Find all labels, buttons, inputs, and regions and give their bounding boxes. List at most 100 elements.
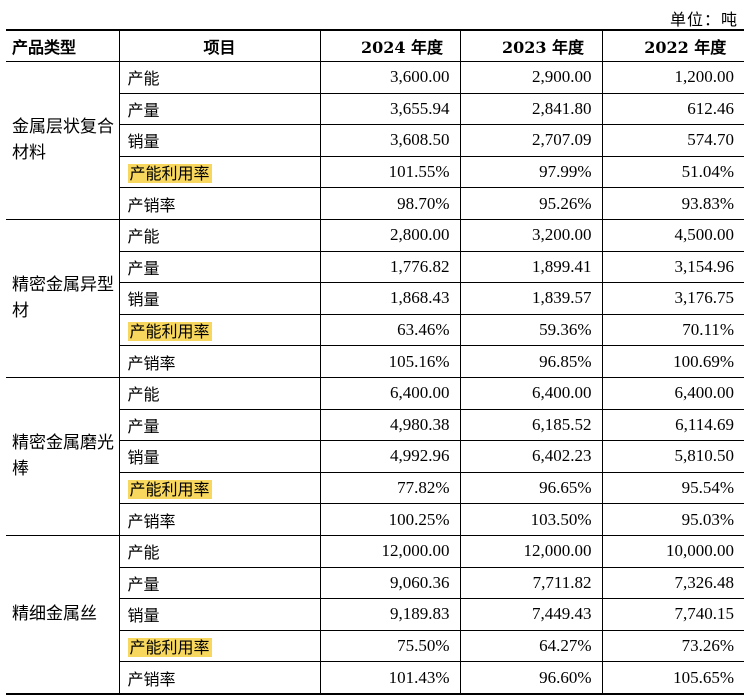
value-cell: 1,200.00: [602, 61, 744, 94]
value-cell: 96.65%: [460, 472, 603, 505]
highlighted-item-label: 产能利用率: [127, 480, 212, 500]
value-cell: 6,114.69: [602, 409, 744, 442]
value-cell: 5,810.50: [602, 440, 744, 473]
value-cell: 101.55%: [320, 156, 461, 189]
table-row: 金属层状复合材料 产能 3,600.00 2,900.00 1,200.00: [6, 61, 744, 220]
item-label: 产销率: [127, 353, 176, 373]
value-cell: 7,326.48: [602, 567, 744, 600]
value-cell: 6,185.52: [460, 409, 603, 442]
value-cell: 6,402.23: [460, 440, 603, 473]
header-year-2024: 2024 年度: [320, 29, 461, 62]
item-cell: 产量: [119, 93, 321, 126]
value-cell: 574.70: [602, 124, 744, 157]
value-cell: 7,711.82: [460, 567, 603, 600]
item-label: 销量: [127, 606, 160, 626]
value-cell: 1,899.41: [460, 251, 603, 284]
value-cell: 3,600.00: [320, 61, 461, 94]
header-product-type: 产品类型: [6, 29, 120, 62]
header-row: 产品类型 项目 2024 年度 2023 年度 2022 年度: [6, 29, 744, 62]
item-label: 产能: [127, 227, 160, 247]
value-cell: 2,707.09: [460, 124, 603, 157]
value-cell: 7,740.15: [602, 598, 744, 631]
value-cell: 4,992.96: [320, 440, 461, 473]
table-row: 产能利用率 75.50% 64.27% 73.26%: [6, 630, 744, 663]
value-cell: 105.16%: [320, 345, 461, 378]
item-cell: 产销率: [119, 187, 321, 220]
item-cell: 销量: [119, 440, 321, 473]
value-cell: 96.85%: [460, 345, 603, 378]
item-label: 产能: [127, 385, 160, 405]
item-cell: 产能利用率: [119, 630, 321, 663]
item-cell: 产销率: [119, 345, 321, 378]
item-label: 产量: [127, 100, 160, 120]
value-cell: 93.83%: [602, 187, 744, 220]
value-cell: 105.65%: [602, 661, 744, 695]
unit-label: 单位：吨: [669, 10, 738, 29]
value-cell: 51.04%: [602, 156, 744, 189]
table-row: 产能利用率 77.82% 96.65% 95.54%: [6, 472, 744, 505]
value-cell: 7,449.43: [460, 598, 603, 631]
item-cell: 产能: [119, 535, 321, 568]
value-cell: 95.03%: [602, 503, 744, 536]
value-cell: 63.46%: [320, 314, 461, 347]
item-cell: 销量: [119, 282, 321, 315]
header-year-2023: 2023 年度: [460, 29, 603, 62]
table-row: 产销率 105.16% 96.85% 100.69%: [6, 345, 744, 378]
item-cell: 产量: [119, 409, 321, 442]
table-row: 产量 4,980.38 6,185.52 6,114.69: [6, 409, 744, 442]
product-group: 精细金属丝 产能 12,000.00 12,000.00 10,000.00 产量 9,06…: [6, 535, 744, 695]
value-cell: 75.50%: [320, 630, 461, 663]
table-row: 产能利用率 63.46% 59.36% 70.11%: [6, 314, 744, 347]
product-group: 精密金属磨光棒 产能 6,400.00 6,400.00 6,400.00 产量 4,980…: [6, 377, 744, 536]
value-cell: 1,776.82: [320, 251, 461, 284]
product-type-cell: 精密金属磨光棒: [6, 377, 120, 536]
highlighted-item-label: 产能利用率: [127, 164, 212, 184]
value-cell: 6,400.00: [602, 377, 744, 410]
value-cell: 100.69%: [602, 345, 744, 378]
table-row: 销量 9,189.83 7,449.43 7,740.15: [6, 598, 744, 631]
item-cell: 产能利用率: [119, 156, 321, 189]
value-cell: 103.50%: [460, 503, 603, 536]
table-row: 销量 3,608.50 2,707.09 574.70: [6, 124, 744, 157]
table-row: 产量 1,776.82 1,899.41 3,154.96: [6, 251, 744, 284]
item-cell: 产能利用率: [119, 314, 321, 347]
highlighted-item-label: 产能利用率: [127, 637, 212, 657]
item-label: 产销率: [127, 195, 176, 215]
value-cell: 3,608.50: [320, 124, 461, 157]
table-row: 精密金属磨光棒 产能 6,400.00 6,400.00 6,400.00: [6, 377, 744, 536]
value-cell: 1,868.43: [320, 282, 461, 315]
item-cell: 销量: [119, 598, 321, 631]
item-label: 产量: [127, 574, 160, 594]
value-cell: 2,900.00: [460, 61, 603, 94]
product-type-cell: 精细金属丝: [6, 535, 120, 695]
value-cell: 101.43%: [320, 661, 461, 695]
value-cell: 3,200.00: [460, 219, 603, 252]
value-cell: 9,189.83: [320, 598, 461, 631]
product-group: 精密金属异型材 产能 2,800.00 3,200.00 4,500.00 产量 1,776…: [6, 219, 744, 378]
item-cell: 产能: [119, 61, 321, 94]
value-cell: 9,060.36: [320, 567, 461, 600]
value-cell: 97.99%: [460, 156, 603, 189]
item-cell: 产能利用率: [119, 472, 321, 505]
value-cell: 1,839.57: [460, 282, 603, 315]
table-row: 产销率 100.25% 103.50% 95.03%: [6, 503, 744, 536]
item-label: 销量: [127, 448, 160, 468]
value-cell: 64.27%: [460, 630, 603, 663]
value-cell: 6,400.00: [460, 377, 603, 410]
value-cell: 59.36%: [460, 314, 603, 347]
table-row: 产能利用率 101.55% 97.99% 51.04%: [6, 156, 744, 189]
value-cell: 3,176.75: [602, 282, 744, 315]
item-cell: 产能: [119, 377, 321, 410]
value-cell: 2,841.80: [460, 93, 603, 126]
item-label: 产销率: [127, 669, 176, 689]
item-label: 产能: [127, 543, 160, 563]
item-cell: 产销率: [119, 661, 321, 695]
table-header: 产品类型 项目 2024 年度 2023 年度 2022 年度: [6, 29, 744, 62]
value-cell: 95.26%: [460, 187, 603, 220]
value-cell: 10,000.00: [602, 535, 744, 568]
item-label: 产量: [127, 416, 160, 436]
highlighted-item-label: 产能利用率: [127, 322, 212, 342]
product-type-cell: 精密金属异型材: [6, 219, 120, 378]
value-cell: 12,000.00: [460, 535, 603, 568]
item-label: 销量: [127, 290, 160, 310]
